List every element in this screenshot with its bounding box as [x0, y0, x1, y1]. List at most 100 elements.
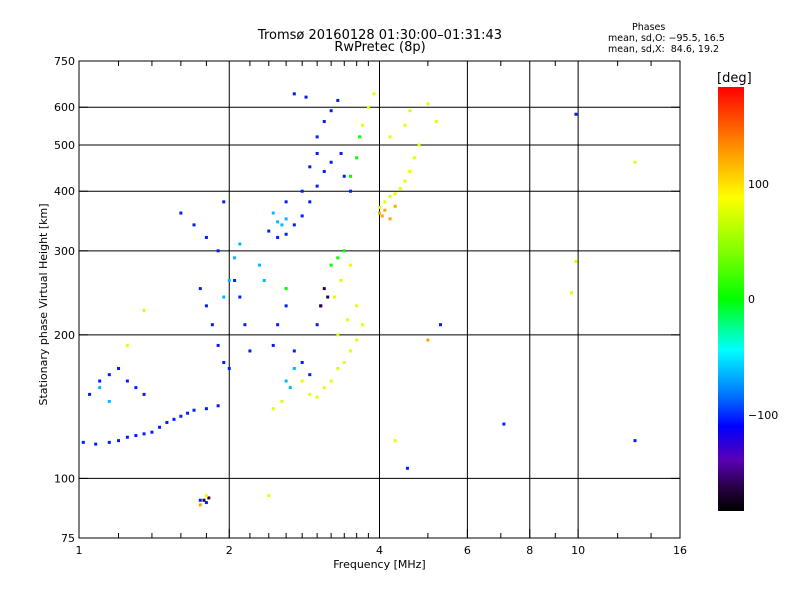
data-point [216, 343, 220, 347]
data-point [361, 323, 365, 327]
data-point [366, 105, 370, 109]
data-point [355, 304, 359, 308]
y-tick-label: 75 [61, 532, 75, 545]
data-point [192, 408, 196, 412]
data-point [332, 295, 336, 299]
data-point [408, 109, 412, 113]
data-point [222, 360, 226, 364]
data-point [383, 200, 387, 204]
data-point [142, 432, 146, 436]
data-point [336, 256, 340, 260]
x-tick-label: 10 [571, 544, 585, 557]
colorbar-tick-0: 0 [748, 293, 755, 306]
data-point [426, 338, 430, 342]
data-point [292, 223, 296, 227]
data-point [349, 189, 353, 193]
x-tick-label: 4 [376, 544, 383, 557]
data-point [315, 395, 319, 399]
data-point [271, 211, 275, 215]
data-point [336, 333, 340, 337]
data-point [158, 425, 162, 429]
data-point [322, 120, 326, 124]
data-point [345, 318, 349, 322]
data-point [284, 200, 288, 204]
data-point [142, 308, 146, 312]
data-point [243, 323, 247, 327]
data-point [326, 295, 330, 299]
data-point [378, 205, 381, 209]
data-point [315, 135, 319, 139]
data-point [280, 399, 284, 403]
colorbar-tick-minus-100: −100 [748, 409, 779, 422]
data-point [329, 263, 333, 267]
data-point [179, 414, 183, 418]
data-point [238, 295, 242, 299]
data-point [403, 123, 407, 127]
data-point [142, 392, 146, 396]
chart-title: Tromsø 20160128 01:30:00–01:31:43 [257, 28, 503, 43]
data-point [339, 151, 343, 155]
data-point [417, 143, 421, 147]
data-point [227, 366, 231, 370]
data-point [165, 420, 169, 424]
data-point [434, 120, 438, 124]
data-point [361, 123, 365, 127]
data-point [322, 287, 326, 291]
data-point [134, 434, 138, 438]
data-point [570, 291, 574, 295]
x-tick-label: 16 [673, 544, 687, 557]
data-point [125, 435, 129, 439]
data-point [315, 151, 319, 155]
stats-o-mode: mean, sd,O: −95.5, 16.5 [608, 33, 725, 44]
data-point [336, 98, 340, 102]
data-point [349, 174, 353, 178]
data-point [150, 430, 154, 434]
data-point [308, 200, 312, 204]
x-tick-label: 8 [526, 544, 533, 557]
data-point [125, 379, 129, 383]
data-point [222, 200, 226, 204]
data-point [355, 156, 359, 160]
data-point [248, 349, 252, 353]
colorbar-unit-label: [deg] [717, 71, 752, 86]
data-point [198, 498, 202, 502]
y-tick-label: 500 [54, 139, 75, 152]
colorbar-gradient [718, 87, 744, 511]
data-point [388, 135, 392, 139]
data-point [426, 102, 430, 106]
stats-heading: Phases [632, 22, 666, 33]
data-point [300, 189, 304, 193]
x-tick-label: 6 [464, 544, 471, 557]
data-point [107, 440, 111, 444]
data-point [322, 386, 326, 390]
data-point [117, 366, 121, 370]
data-point [633, 160, 637, 164]
data-point [276, 323, 280, 327]
y-tick-label: 750 [54, 55, 75, 68]
data-point [98, 379, 102, 383]
data-point [329, 160, 333, 164]
data-point [262, 278, 266, 282]
data-point [267, 229, 271, 233]
data-point [276, 220, 280, 224]
data-point [198, 503, 202, 507]
data-point [233, 278, 237, 282]
data-point [300, 360, 304, 364]
data-point [267, 494, 271, 498]
data-point [398, 187, 402, 191]
data-point [276, 235, 280, 239]
data-point [393, 439, 397, 443]
data-point [349, 263, 353, 267]
data-point [355, 338, 359, 342]
data-point [271, 407, 275, 411]
data-point [238, 242, 242, 246]
data-point [574, 112, 578, 116]
data-point [202, 498, 206, 502]
data-point [204, 235, 208, 239]
data-point [319, 304, 323, 308]
data-point [284, 217, 288, 221]
data-point [383, 208, 387, 212]
data-point [574, 259, 578, 263]
data-point [198, 287, 202, 291]
